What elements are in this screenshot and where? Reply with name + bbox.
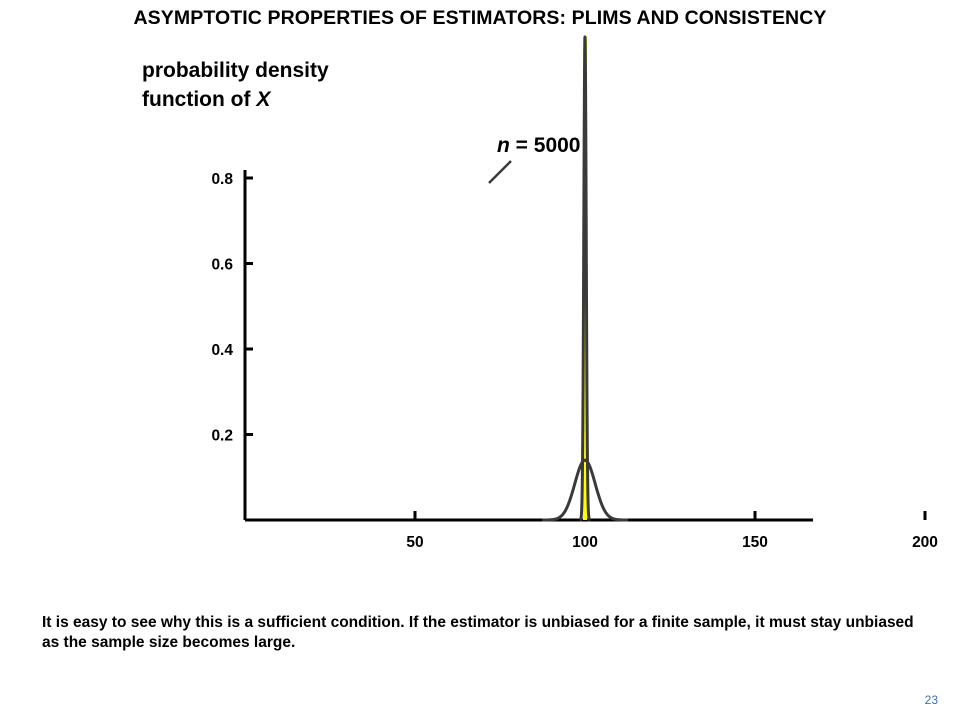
y-axis-label-line1: probability density (142, 59, 329, 82)
x-tick-label: 100 (572, 534, 598, 551)
y-tick-label: 0.8 (211, 171, 233, 188)
x-tick-label: 50 (406, 534, 423, 551)
sample-size-annotation: n = 5000 (497, 134, 580, 158)
sample-size-variable: n (497, 134, 510, 157)
y-tick-label: 0.4 (211, 342, 233, 359)
sample-size-value: = 5000 (509, 134, 581, 157)
annotation-leader-line (488, 160, 512, 184)
y-tick-label: 0.2 (211, 428, 233, 445)
slide-caption: It is easy to see why this is a sufficie… (42, 614, 914, 651)
slide-number: 23 (924, 693, 938, 707)
y-axis-label-line2: function of X (142, 85, 329, 114)
y-axis-label: probability density function of X (142, 56, 329, 114)
x-tick-label: 150 (742, 534, 768, 551)
y-axis-label-prefix: function of (142, 88, 257, 111)
density-curve (541, 458, 629, 522)
y-axis-label-variable: X (256, 88, 271, 111)
y-tick-label: 0.6 (211, 257, 233, 274)
x-tick-label: 200 (912, 534, 938, 551)
slide-title: ASYMPTOTIC PROPERTIES OF ESTIMATORS: PLI… (133, 7, 827, 29)
density-curve (578, 35, 592, 522)
